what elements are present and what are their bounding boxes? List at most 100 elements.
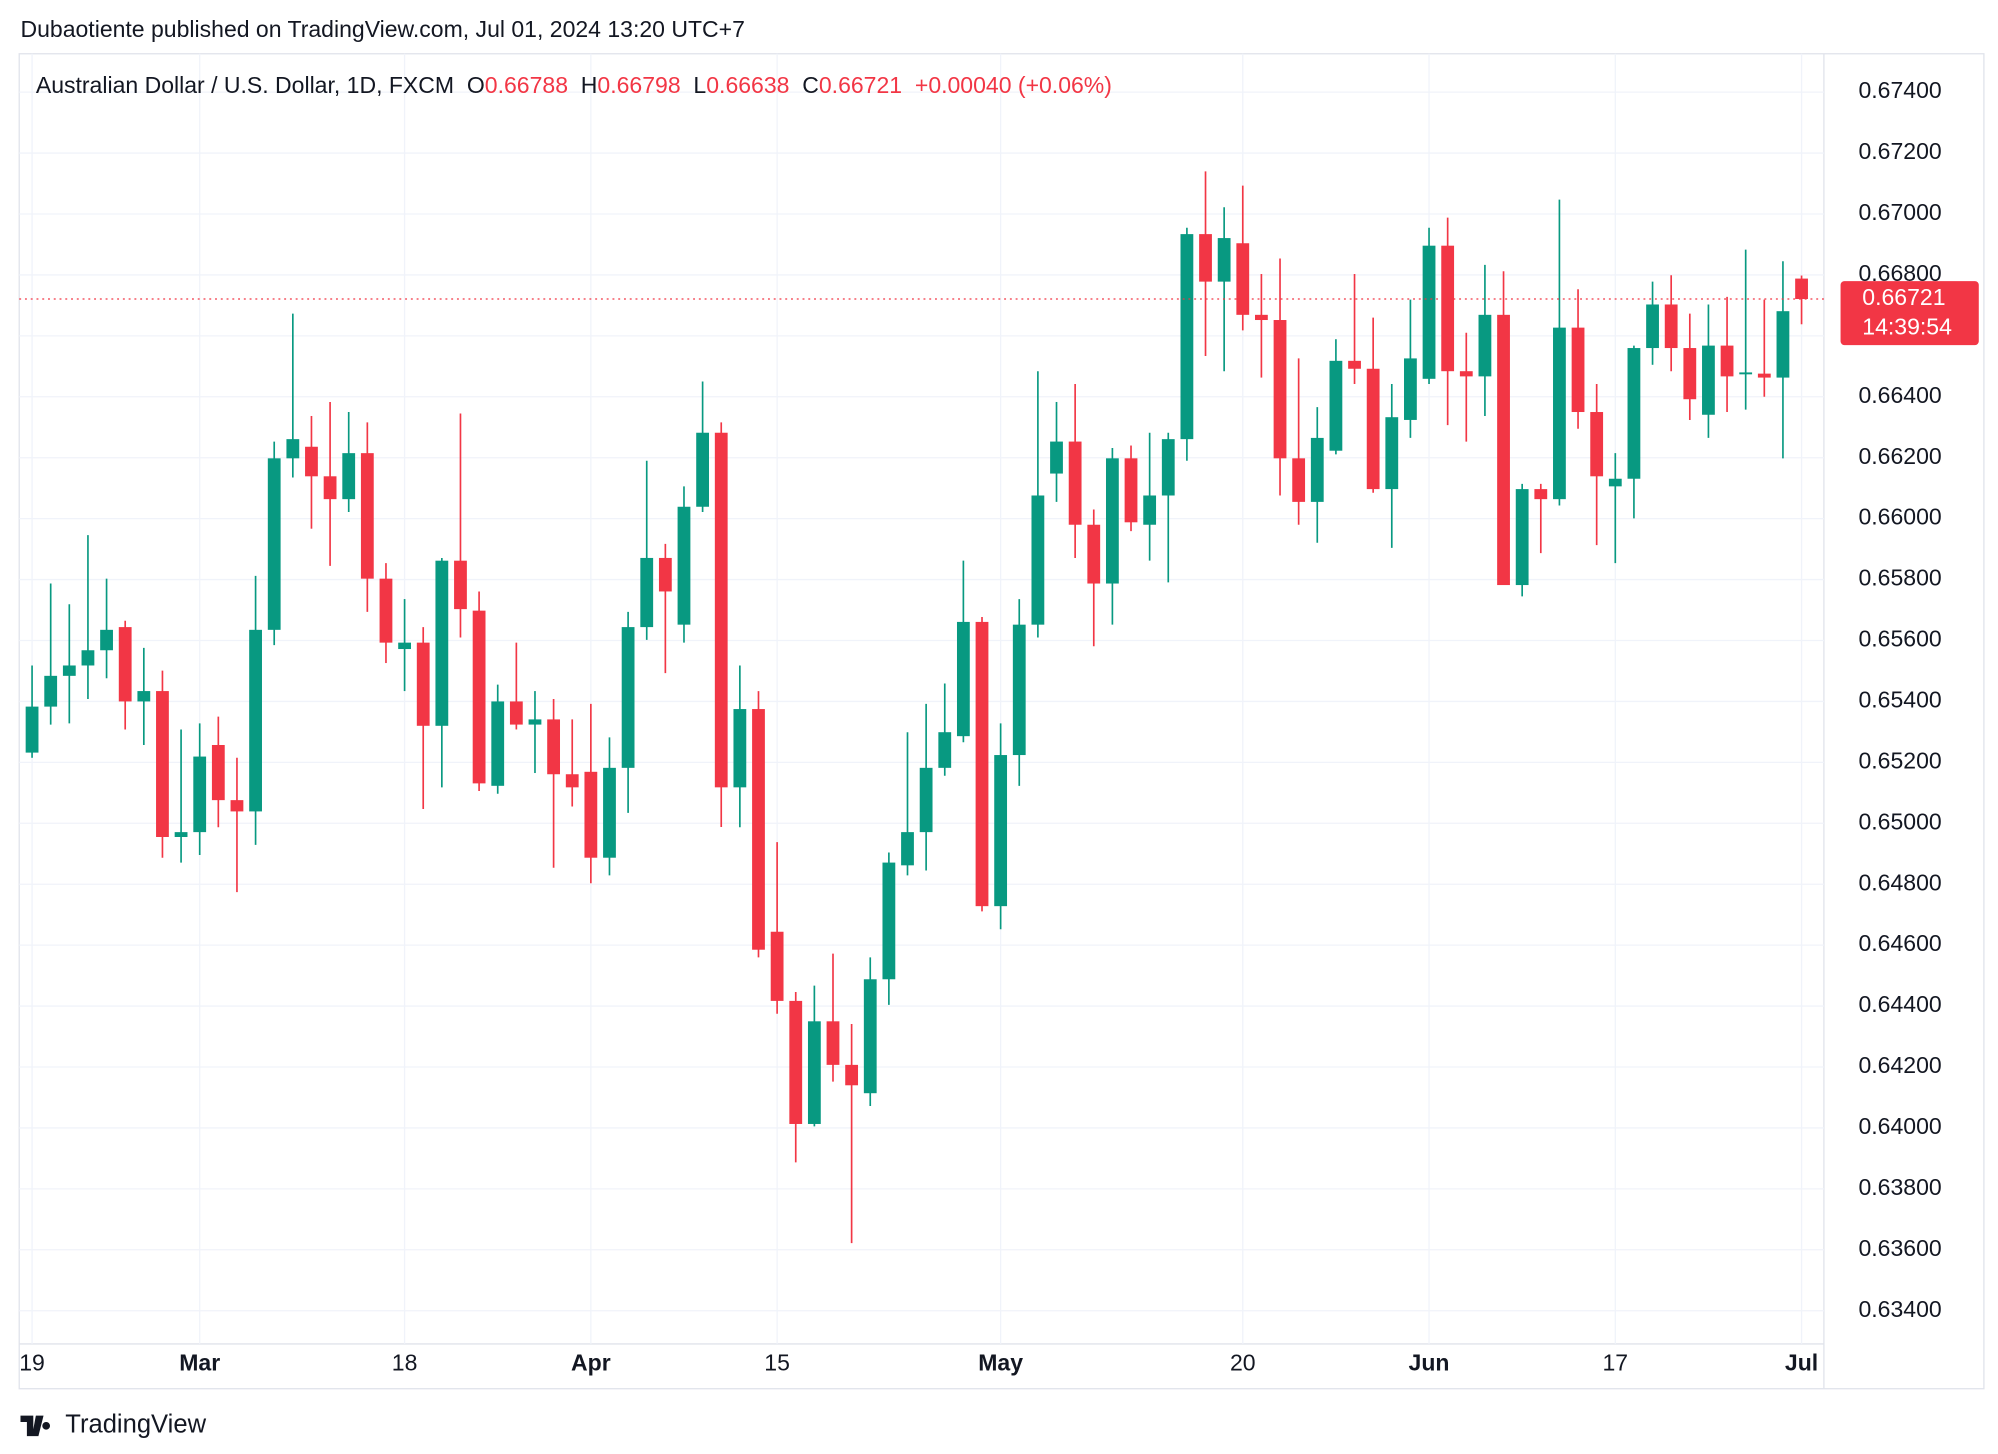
candle-body	[211, 744, 225, 801]
candle-body	[193, 756, 207, 833]
y-tick-label: 0.65800	[1858, 565, 1941, 591]
candle-body	[1795, 278, 1808, 299]
y-tick-label: 0.66200	[1858, 443, 1941, 469]
candle-body	[826, 1021, 840, 1065]
candle-body	[919, 767, 933, 833]
candle-body	[44, 675, 58, 707]
candle-body	[1459, 371, 1473, 377]
x-tick-label: Jul	[1785, 1349, 1818, 1375]
candle-body	[1348, 360, 1361, 369]
y-tick-label: 0.65600	[1858, 626, 1941, 652]
candle-body	[156, 691, 169, 837]
brand-name: TradingView	[65, 1411, 206, 1439]
candle-body	[1031, 495, 1045, 625]
candle-body	[938, 732, 952, 768]
legend-value: 0.66788	[485, 72, 568, 98]
candle-body	[1217, 238, 1231, 282]
y-tick-label: 0.63400	[1858, 1296, 1941, 1322]
candle-body	[286, 439, 300, 459]
candle-body	[1515, 489, 1529, 586]
candle-body	[267, 458, 281, 630]
candle-body	[1608, 478, 1622, 487]
candle-body	[1012, 624, 1026, 756]
candle-body	[845, 1064, 859, 1086]
x-tick-label: 17	[1602, 1349, 1628, 1375]
legend-key: H	[581, 72, 598, 98]
candle-body	[100, 629, 113, 651]
candle-body	[305, 446, 318, 477]
candle-body	[528, 719, 542, 725]
legend-value: 0.66638	[706, 72, 789, 98]
candle-body	[1366, 368, 1380, 490]
x-tick-label: 20	[1230, 1349, 1256, 1375]
candle-body	[454, 560, 467, 610]
candle-body	[1441, 245, 1455, 372]
candle-body	[1720, 345, 1734, 377]
candle-body	[1236, 243, 1250, 315]
candle-body	[360, 453, 374, 579]
candle-body	[1757, 373, 1771, 378]
y-tick-label: 0.67200	[1858, 138, 1941, 164]
legend-key: O	[467, 72, 485, 98]
legend-change: +0.00040 (+0.06%)	[915, 72, 1112, 98]
candle-body	[1646, 304, 1659, 349]
candle-body	[658, 557, 672, 592]
candle-body	[323, 476, 337, 500]
symbol: Australian Dollar / U.S. Dollar, 1D, FXC…	[36, 72, 454, 98]
candle-body	[1478, 314, 1492, 377]
y-tick-label: 0.67400	[1858, 77, 1941, 103]
y-tick-label: 0.64400	[1858, 991, 1941, 1017]
candle-body	[1068, 441, 1082, 525]
candle-body	[62, 665, 76, 676]
candle-body	[1739, 372, 1753, 375]
countdown: 14:39:54	[1862, 314, 1952, 340]
y-tick-label: 0.65000	[1858, 808, 1941, 834]
candle-body	[1497, 314, 1510, 586]
candle-body	[230, 800, 244, 812]
candle-body	[379, 578, 393, 643]
legend-key: C	[802, 72, 819, 98]
y-tick-label: 0.64200	[1858, 1052, 1941, 1078]
candle-body	[1702, 345, 1715, 415]
candle-body	[1273, 320, 1287, 459]
candle-body	[1404, 358, 1417, 420]
candle-body	[584, 771, 598, 858]
candle-body	[863, 979, 877, 1094]
candle-body	[1385, 417, 1399, 490]
candle-body	[752, 709, 765, 950]
y-tick-label: 0.63800	[1858, 1174, 1941, 1200]
candle-body	[1590, 412, 1604, 477]
candle-body	[118, 627, 132, 702]
brand: TradingView	[20, 1411, 207, 1439]
candle-body	[25, 706, 39, 753]
y-tick-label: 0.63600	[1858, 1235, 1941, 1261]
legend: Australian Dollar / U.S. Dollar, 1D, FXC…	[36, 72, 1112, 98]
y-tick-label: 0.66400	[1858, 382, 1941, 408]
attribution: Dubaotiente published on TradingView.com…	[20, 16, 744, 42]
candle-body	[81, 650, 95, 666]
candle-body	[882, 862, 896, 980]
x-tick-label: May	[978, 1349, 1023, 1375]
candle-body	[1124, 458, 1138, 523]
candle-body	[249, 629, 262, 812]
brand-logo	[20, 1415, 50, 1437]
candle-body	[1664, 304, 1678, 349]
candle-body	[1776, 311, 1790, 378]
candle-body	[733, 709, 747, 788]
candle-body	[398, 642, 411, 650]
candle-body	[547, 719, 561, 775]
candle-body	[472, 610, 486, 784]
last-price-box	[1840, 281, 1979, 346]
candle-body	[509, 701, 523, 725]
x-tick-label: 15	[764, 1349, 790, 1375]
candle-body	[1105, 458, 1119, 584]
x-tick-label: 19	[19, 1349, 45, 1375]
candle-body	[435, 560, 449, 726]
y-tick-label: 0.64000	[1858, 1113, 1941, 1139]
x-tick-label: Mar	[179, 1349, 220, 1375]
candle-body	[1553, 327, 1566, 500]
y-tick-label: 0.66000	[1858, 504, 1941, 530]
y-tick-label: 0.65200	[1858, 747, 1941, 773]
chart-frame	[18, 53, 1985, 1390]
candle-body	[994, 755, 1008, 907]
